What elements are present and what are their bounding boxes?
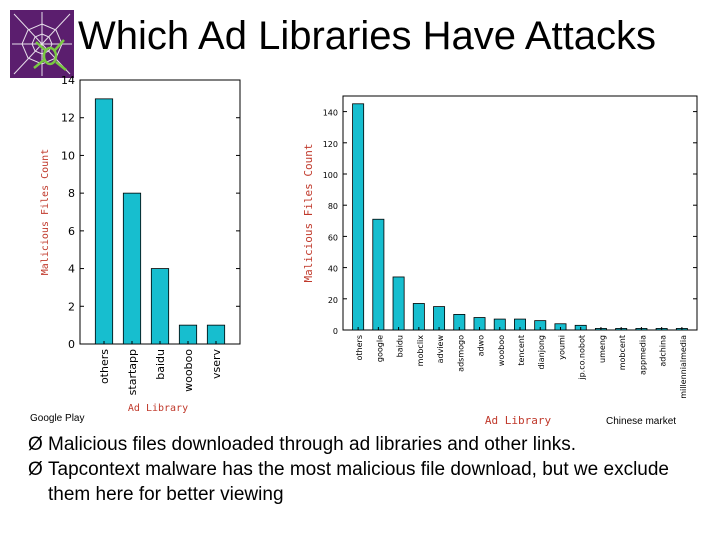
- bullet-item: Ø Tapcontext malware has the most malici…: [28, 457, 708, 507]
- chinese-market-x-tick-label: jp.co.nobot: [578, 335, 587, 381]
- google-play-bar: [122, 192, 142, 345]
- google-play-y-tick-label: 12: [61, 112, 75, 125]
- google-play-y-tick-label: 2: [68, 300, 75, 313]
- google-play-y-tick-label: 14: [61, 74, 75, 87]
- google-play-x-tick-label: startapp: [126, 349, 139, 395]
- chinese-market-x-tick-label: baidu: [396, 335, 405, 357]
- page-title: Which Ad Libraries Have Attacks: [78, 14, 657, 58]
- google-play-y-axis-label: Malicious Files Count: [40, 149, 51, 275]
- google-play-bar: [94, 98, 114, 345]
- google-play-bar: [150, 268, 170, 345]
- bullet-item: Ø Malicious files downloaded through ad …: [28, 432, 708, 457]
- chinese-market-bar: [352, 103, 365, 331]
- chinese-market-bar: [372, 218, 385, 331]
- chinese-market-y-tick-label: 100: [323, 171, 338, 180]
- google-play-y-tick-label: 4: [68, 263, 75, 276]
- chinese-market-x-tick-label: appmedia: [638, 335, 647, 375]
- chinese-market-y-tick-label: 40: [328, 265, 338, 274]
- chinese-market-y-tick-label: 80: [328, 202, 338, 211]
- chinese-market-x-tick-label: umeng: [598, 335, 607, 363]
- google-play-x-axis-label: Ad Library: [128, 403, 188, 414]
- google-play-x-tick-label: baidu: [154, 349, 167, 380]
- chinese-market-y-axis-label: Malicious Files Count: [302, 143, 315, 282]
- chinese-market-x-tick-label: mobclix: [416, 335, 425, 367]
- google-play-y-tick-label: 8: [68, 187, 75, 200]
- google-play-x-tick-label: others: [98, 349, 111, 384]
- chinese-market-x-tick-label: adsmogo: [456, 335, 465, 372]
- google-play-x-tick-label: wooboo: [182, 349, 195, 392]
- bullet-text: Tapcontext malware has the most maliciou…: [48, 459, 669, 505]
- chinese-market-x-tick-label: others: [355, 335, 364, 360]
- chinese-market-bar: [392, 276, 405, 331]
- google-play-y-tick-label: 6: [68, 225, 75, 238]
- chinese-market-x-tick-label: tencent: [517, 335, 526, 366]
- chinese-market-caption: Chinese market: [606, 416, 677, 427]
- bullet-text: Malicious files downloaded through ad li…: [48, 434, 577, 455]
- chinese-market-x-tick-label: adview: [436, 335, 445, 364]
- chinese-market-y-tick-label: 140: [323, 109, 338, 118]
- google-play-y-tick-label: 10: [61, 149, 75, 162]
- chinese-market-bar-chart: 0 20 40 60 80 100 120 140 others google baidu mobcl…: [302, 95, 698, 427]
- chinese-market-y-tick-label: 0: [333, 327, 338, 336]
- chinese-market-bar: [412, 303, 425, 331]
- google-play-x-tick-label: vserv: [210, 349, 223, 380]
- chinese-market-y-tick-label: 120: [323, 140, 338, 149]
- bullet-list: Ø Malicious files downloaded through ad …: [28, 432, 708, 507]
- spider-web-logo-icon: [10, 10, 74, 78]
- google-play-y-tick-label: 0: [68, 338, 75, 351]
- arrow-bullet-icon: Ø: [28, 434, 43, 455]
- chinese-market-y-tick-label: 60: [328, 233, 338, 242]
- google-play-bar-chart: 0 2 4 6 8 10 12 14 others startapp baidu wooboo vser…: [40, 74, 241, 414]
- google-play-caption: Google Play: [30, 413, 85, 424]
- chinese-market-bar: [433, 306, 446, 331]
- chinese-market-x-tick-label: adwo: [477, 335, 486, 357]
- chinese-market-x-axis-label: Ad Library: [485, 414, 552, 427]
- chinese-market-x-tick-label: dianjong: [537, 335, 546, 370]
- chinese-market-y-tick-label: 20: [328, 296, 338, 305]
- chinese-market-x-tick-label: adchina: [659, 335, 668, 367]
- chinese-market-x-tick-label: google: [375, 335, 384, 362]
- chinese-market-x-tick-label: wooboo: [497, 335, 506, 366]
- arrow-bullet-icon: Ø: [28, 459, 43, 480]
- chinese-market-x-tick-label: mobcent: [618, 335, 627, 370]
- chinese-market-x-tick-label: millennialmedia: [679, 335, 688, 399]
- chinese-market-x-tick-label: youmi: [557, 335, 566, 360]
